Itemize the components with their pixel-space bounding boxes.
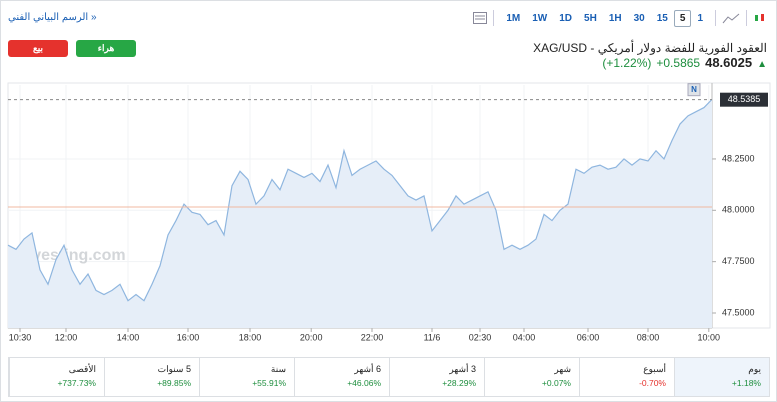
candle-icon[interactable] bbox=[753, 12, 767, 24]
up-arrow: ▲ bbox=[757, 59, 767, 70]
performance-cell[interactable]: 3 أشهر +28.29% bbox=[389, 358, 484, 396]
period-label: الأقصى bbox=[68, 364, 96, 374]
interval-button[interactable]: 30 bbox=[633, 12, 645, 24]
area-fill bbox=[8, 99, 712, 329]
separator bbox=[715, 10, 716, 26]
x-tick-label: 10:30 bbox=[9, 332, 32, 342]
last-price-box bbox=[720, 92, 768, 107]
period-label: أسبوع bbox=[643, 364, 666, 374]
intervals: 1M 1W 1D 5H 1H 30 15 5 1 bbox=[500, 9, 709, 27]
performance-cell[interactable]: يوم +1.18% bbox=[674, 358, 769, 396]
performance-cell[interactable]: شهر +0.07% bbox=[484, 358, 579, 396]
y-tick-label: 48.2500 bbox=[722, 153, 755, 163]
period-label: يوم bbox=[748, 364, 761, 374]
period-change: -0.70% bbox=[639, 378, 666, 388]
instrument-title: XAG/USD - العقود الفورية للفضة دولار أمر… bbox=[533, 41, 767, 55]
period-change: +737.73% bbox=[57, 378, 96, 388]
y-tick-label: 47.7500 bbox=[722, 256, 755, 266]
badge: N bbox=[691, 85, 697, 94]
period-label: 5 سنوات bbox=[157, 364, 191, 374]
x-tick-label: 16:00 bbox=[177, 332, 200, 342]
last-price-label: 48.5385 bbox=[728, 94, 761, 104]
x-tick-label: 08:00 bbox=[637, 332, 660, 342]
period-label: 6 أشهر bbox=[354, 364, 381, 374]
x-tick-label: 14:00 bbox=[117, 332, 140, 342]
separator bbox=[493, 10, 495, 26]
period-change: +55.91% bbox=[252, 378, 286, 388]
period-change: +28.29% bbox=[442, 378, 476, 388]
performance-cell[interactable]: 6 أشهر +46.06% bbox=[294, 358, 389, 396]
price-line: ▲ 48.6025 +0.5865 (+1.22%) bbox=[602, 55, 767, 70]
performance-cell[interactable]: أسبوع -0.70% bbox=[579, 358, 674, 396]
period-change: +0.07% bbox=[541, 378, 571, 388]
separator bbox=[746, 10, 747, 26]
x-tick-label: 06:00 bbox=[577, 332, 600, 342]
interval-button[interactable]: 15 bbox=[656, 12, 668, 24]
period-change: +46.06% bbox=[347, 378, 381, 388]
period-label: 3 أشهر bbox=[449, 364, 476, 374]
performance-cell[interactable]: الأقصى +737.73% bbox=[9, 358, 104, 396]
x-tick-label: 22:00 bbox=[361, 332, 384, 342]
x-tick-label: 04:00 bbox=[513, 332, 536, 342]
y-tick-label: 47.5000 bbox=[722, 307, 755, 317]
period-label: سنة bbox=[270, 364, 286, 374]
watermark: Investing.com bbox=[18, 247, 126, 264]
price: 48.6025 bbox=[705, 55, 753, 70]
performance-cell[interactable]: 5 سنوات +89.85% bbox=[104, 358, 199, 396]
toolbar: 1M 1W 1D 5H 1H 30 15 5 1 bbox=[473, 8, 767, 28]
interval-button[interactable]: 1H bbox=[608, 12, 622, 24]
period-label: شهر bbox=[554, 364, 571, 374]
sell-button[interactable]: بيع bbox=[8, 40, 68, 57]
chart: 47.5000 47.7500 48.0000 48.2500 10:30 12:00 14… bbox=[7, 82, 771, 342]
performance-table: يوم +1.18% أسبوع -0.70% شهر +0.07% 3 أشهر +28.2… bbox=[8, 357, 770, 397]
period-change: +1.18% bbox=[731, 378, 761, 388]
x-tick-label: 02:30 bbox=[469, 332, 492, 342]
period-change: +89.85% bbox=[157, 378, 191, 388]
table-icon[interactable] bbox=[473, 12, 488, 24]
interval-button[interactable]: 1M bbox=[506, 12, 521, 24]
interval-button[interactable]: 1 bbox=[697, 12, 703, 24]
x-tick-label: 20:00 bbox=[300, 332, 323, 342]
x-tick-label: 11/6 bbox=[424, 332, 441, 342]
x-tick-label: 12:00 bbox=[55, 332, 78, 342]
badge-box bbox=[687, 83, 701, 97]
change: +0.5865 bbox=[656, 56, 701, 70]
interval-button[interactable]: 5H bbox=[584, 12, 597, 24]
buy-button[interactable]: هراء bbox=[76, 40, 136, 57]
interval-button[interactable]: 1D bbox=[559, 12, 573, 24]
interval-button[interactable]: 1W bbox=[532, 12, 548, 24]
performance-cell[interactable]: سنة +55.91% bbox=[199, 358, 294, 396]
y-tick-label: 48.0000 bbox=[722, 205, 755, 215]
price-line bbox=[7, 98, 713, 302]
line-chart-icon[interactable] bbox=[722, 12, 740, 24]
x-tick-label: 18:00 bbox=[239, 332, 262, 342]
interval-button[interactable]: 5 bbox=[673, 9, 692, 27]
change-pct: (+1.22%) bbox=[602, 56, 652, 70]
x-tick-label: 10:00 bbox=[698, 332, 721, 342]
back-link[interactable]: « الرسم البياني الفني bbox=[8, 12, 97, 23]
